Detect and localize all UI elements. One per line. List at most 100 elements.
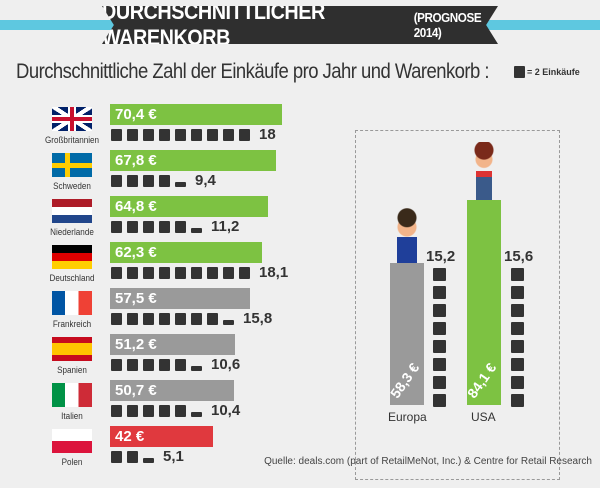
flag-it-icon [52,383,92,407]
purchase-count: 10,4 [211,402,241,419]
purchase-icon [191,129,202,141]
purchase-icon [433,394,446,407]
comparison-panel [355,130,560,480]
purchase-icon [143,221,154,233]
purchase-count: 15,6 [504,248,534,265]
purchase-icons: 9,4 [111,172,216,189]
purchase-icons [433,268,446,407]
value-bar: 51,2 € [110,334,236,355]
value-label: 84,1 € [463,359,500,401]
country-label: Deutschland [49,273,95,283]
purchase-icon [433,268,446,281]
partial-purchase-icon [175,182,186,187]
purchase-icon [111,359,122,371]
country-label: Italien [61,411,83,421]
purchase-count: 15,2 [426,248,456,265]
purchase-icon [511,268,524,281]
purchase-icon [143,405,154,417]
purchase-icon [143,175,154,187]
country-label: Frankreich [52,319,92,329]
partial-purchase-icon [143,458,154,463]
purchase-icon [175,129,186,141]
country-label: Großbritannien [44,135,100,145]
purchase-icon [511,286,524,299]
purchase-icon [223,129,234,141]
purchase-icon [143,359,154,371]
purchase-icon [207,267,218,279]
purchase-icon [207,129,218,141]
purchase-icon [127,405,138,417]
country-label: Spanien [57,365,87,375]
title-suffix: (PROGNOSE 2014) [413,10,482,40]
country-label: Niederlande [50,227,94,237]
purchase-icon [191,313,202,325]
purchase-icons: 5,1 [111,448,184,465]
purchase-icons: 18 [111,127,276,142]
purchase-icon [111,405,122,417]
purchase-count: 11,2 [211,218,240,235]
purchase-icon [127,359,138,371]
value-bar: 67,8 € [110,150,276,171]
flag-es-icon [52,337,92,361]
purchase-count: 10,6 [211,356,241,373]
flag-uk-icon [52,107,92,131]
purchase-icon [143,129,154,141]
purchase-icon [111,175,122,187]
partial-purchase-icon [191,412,202,417]
value-bar: 57,5 € [110,288,251,309]
country-label: Polen [61,457,83,467]
purchase-icon [111,267,122,279]
value-label: 58,3 € [386,359,423,401]
purchase-icon [511,394,524,407]
purchase-icon [511,340,524,353]
value-bar: 64,8 € [110,196,269,217]
title-banner: DURCHSCHNITTLICHER WARENKORB (PROGNOSE 20… [102,6,498,44]
purchase-count: 9,4 [195,172,216,189]
value-bar: 70,4 € [110,104,282,125]
legend-text: = 2 Einkäufe [527,67,580,77]
subtitle: Durchschnittliche Zahl der Einkäufe pro … [16,60,490,83]
purchase-icon [175,313,186,325]
partial-purchase-icon [191,228,202,233]
title: DURCHSCHNITTLICHER WARENKORB [102,0,325,50]
purchase-icon [143,267,154,279]
purchase-icon [511,322,524,335]
purchase-icon [239,267,250,279]
purchase-icon [127,313,138,325]
purchase-icon [433,340,446,353]
purchase-icon [127,267,138,279]
purchase-icon [111,221,122,233]
purchase-icon [433,376,446,389]
value-bar: 62,3 € [110,242,263,263]
source-note: Quelle: deals.com (part of RetailMeNot, … [264,456,592,467]
purchase-icon [111,451,122,463]
purchase-icon [175,267,186,279]
purchase-icons: 15,8 [111,311,272,326]
purchase-icon [111,129,122,141]
value-bar: 50,7 € [110,380,234,401]
legend: = 2 Einkäufe [514,66,580,78]
purchase-icon [433,286,446,299]
purchase-icon [127,451,138,463]
eu-character-icon [392,204,422,263]
flag-nl-icon [52,199,92,223]
partial-purchase-icon [191,366,202,371]
purchase-icon [159,313,170,325]
purchase-icons: 10,6 [111,356,241,373]
purchase-icon [159,221,170,233]
value-bar: 58,3 € [386,262,424,405]
purchase-icon [127,221,138,233]
purchase-icon [127,175,138,187]
purchase-icon [159,267,170,279]
country-label: Schweden [53,181,91,191]
region-label: USA [471,410,496,424]
purchase-icon [223,267,234,279]
purchase-icon [514,66,525,78]
purchase-count: 5,1 [163,448,184,465]
purchase-icon [127,129,138,141]
flag-de-icon [52,245,92,269]
purchase-icon [191,267,202,279]
purchase-icon [175,359,186,371]
flag-pl-icon [52,429,92,453]
value-bar: 84,1 € [463,200,501,405]
